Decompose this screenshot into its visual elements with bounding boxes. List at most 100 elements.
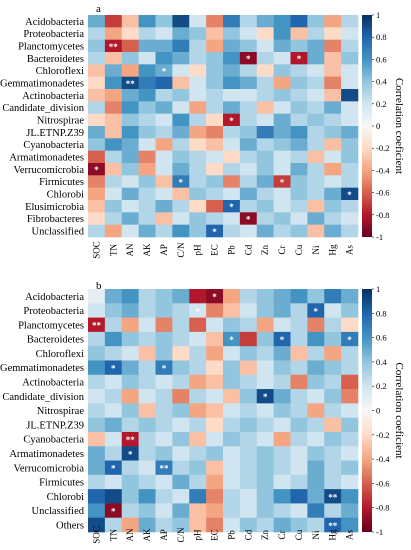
- significance-marker: *: [314, 306, 319, 316]
- heatmap-a-col-labels: SOC TN AN AK AP C/N pH EC Pb Cd Zn Cr Cu Ni Hg As: [91, 241, 354, 259]
- heatmap-cell-others-ni: [307, 517, 325, 533]
- colorbar-tick-label: 0.4: [376, 77, 387, 87]
- col-label: Pb: [226, 530, 236, 540]
- heatmap-cell-unclassified-ap: [155, 503, 173, 518]
- heatmap-cell-cyanobacteria-as: [341, 431, 359, 447]
- heatmap-cell-verrucomicrobia-cd: [239, 163, 258, 176]
- col-label: Cd: [243, 529, 253, 540]
- heatmap-cell-planctomycetes-ak: [138, 317, 156, 333]
- heatmap-cell-firmicutes-cd: [239, 175, 258, 188]
- heatmap-cell-firmicutes-zn: [256, 175, 274, 188]
- heatmap-cell-bacteroidetes-c-n: [172, 331, 190, 347]
- heatmap-cell-elusimicrobia-c-n: [172, 200, 190, 213]
- heatmap-cell-nitrospirae-an: [121, 403, 139, 418]
- heatmap-cell-chloroflexi-ni: [307, 64, 325, 77]
- significance-marker: **: [126, 435, 136, 445]
- heatmap-cell-proteobacteria-as: [341, 303, 359, 318]
- colorbar-tick-label: 0.8: [376, 32, 387, 42]
- heatmap-cell-candidate-division-tn: [104, 101, 123, 114]
- heatmap-cell-jl-etnp-z39-zn: [256, 417, 274, 433]
- heatmap-cell-chlorobi-c-n: [172, 187, 190, 201]
- heatmap-a-cells: [88, 15, 359, 238]
- heatmap-cell-chloroflexi-pb: [223, 64, 241, 77]
- heatmap-cell-actinobacteria-ni: [307, 89, 325, 102]
- heatmap-cell-unclassified-cu: [290, 224, 308, 238]
- heatmap-cell-fibrobacteres-an: [121, 212, 139, 225]
- row-label: Bacteroidetes: [27, 335, 84, 346]
- heatmap-cell-proteobacteria-cd: [239, 303, 258, 318]
- heatmap-cell-candidate-division-ph: [189, 101, 207, 114]
- heatmap-cell-planctomycetes-as: [341, 317, 359, 333]
- heatmap-cell-candidate-division-an: [121, 389, 139, 404]
- heatmap-cell-chlorobi-ap: [155, 489, 173, 504]
- col-label: C/N: [176, 242, 186, 258]
- heatmap-cell-candidate-division-ap: [155, 389, 173, 404]
- heatmap-cell-verrucomicrobia-hg: [324, 163, 342, 176]
- heatmap-cell-chlorobi-hg: [324, 489, 342, 504]
- heatmap-cell-unclassified-as: [341, 224, 359, 238]
- heatmap-cell-unclassified-c-n: [172, 224, 190, 238]
- heatmap-cell-verrucomicrobia-c-n: [172, 460, 190, 476]
- heatmap-b-cells: [88, 289, 359, 533]
- heatmap-cell-proteobacteria-cu: [290, 303, 308, 318]
- heatmap-cell-planctomycetes-tn: [104, 317, 123, 333]
- heatmap-cell-bacteroidetes-c-n: [172, 52, 190, 65]
- heatmap-cell-jl-etnp-z39-tn: [104, 417, 123, 433]
- heatmap-cell-gemmatimonadetes-cu: [290, 360, 308, 376]
- row-label: Proteobacteria: [23, 29, 84, 40]
- heatmap-cell-verrucomicrobia-cd: [239, 460, 258, 476]
- heatmap-cell-cyanobacteria-cd: [239, 431, 258, 447]
- heatmap-cell-proteobacteria-soc: [88, 27, 106, 40]
- col-label: Hg: [328, 244, 338, 255]
- row-label: Verrucomicrobia: [13, 165, 84, 176]
- heatmap-cell-jl-etnp-z39-cu: [290, 126, 308, 139]
- heatmap-cell-proteobacteria-c-n: [172, 303, 190, 318]
- heatmap-cell-chlorobi-tn: [104, 489, 123, 504]
- significance-marker: *: [212, 292, 217, 302]
- heatmap-cell-acidobacteria-ph: [189, 289, 207, 304]
- heatmap-cell-firmicutes-hg: [324, 474, 342, 490]
- heatmap-cell-proteobacteria-as: [341, 27, 359, 40]
- heatmap-cell-acidobacteria-pb: [223, 15, 241, 28]
- colorbar-tick-label: -0.8: [376, 210, 389, 220]
- heatmap-cell-armatimonadetes-hg: [324, 446, 342, 461]
- heatmap-cell-armatimonadetes-an: [121, 150, 139, 164]
- heatmap-cell-verrucomicrobia-zn: [256, 460, 274, 476]
- col-label: Cr: [277, 530, 287, 539]
- col-label: Hg: [328, 529, 338, 540]
- heatmap-cell-nitrospirae-tn: [104, 113, 123, 127]
- heatmap-cell-planctomycetes-hg: [324, 317, 342, 333]
- heatmap-cell-verrucomicrobia-ph: [189, 163, 207, 176]
- heatmap-cell-proteobacteria-soc: [88, 303, 106, 318]
- heatmap-cell-others-zn: [256, 517, 274, 533]
- heatmap-cell-unclassified-ph: [189, 503, 207, 518]
- heatmap-cell-actinobacteria-ak: [138, 89, 156, 102]
- heatmap-cell-unclassified-hg: [324, 224, 342, 238]
- heatmap-cell-bacteroidetes-hg: [324, 52, 342, 65]
- significance-marker: *: [297, 54, 302, 64]
- heatmap-cell-chlorobi-ak: [138, 187, 156, 201]
- significance-marker: *: [280, 335, 285, 345]
- heatmap-cell-acidobacteria-cu: [290, 289, 308, 304]
- colorbar-tick-label: -1: [376, 232, 383, 242]
- heatmap-cell-unclassified-c-n: [172, 503, 190, 518]
- heatmap-cell-candidate-division-c-n: [172, 101, 190, 114]
- heatmap-cell-candidate-division-as: [341, 101, 359, 114]
- heatmap-cell-proteobacteria-zn: [256, 27, 274, 40]
- heatmap-cell-candidate-division-c-n: [172, 389, 190, 404]
- col-label: AK: [142, 243, 152, 256]
- heatmap-cell-gemmatimonadetes-hg: [324, 360, 342, 376]
- heatmap-cell-jl-etnp-z39-cd: [239, 126, 258, 139]
- heatmap-cell-unclassified-pb: [223, 503, 241, 518]
- heatmap-cell-unclassified-ni: [307, 503, 325, 518]
- heatmap-cell-jl-etnp-z39-tn: [104, 126, 123, 139]
- heatmap-cell-planctomycetes-c-n: [172, 39, 190, 53]
- heatmap-cell-acidobacteria-zn: [256, 289, 274, 304]
- row-label: Armatimonadetes: [9, 152, 84, 163]
- heatmap-cell-cyanobacteria-ak: [138, 431, 156, 447]
- heatmap-cell-chlorobi-ni: [307, 187, 325, 201]
- heatmap-cell-cyanobacteria-hg: [324, 138, 342, 151]
- heatmap-cell-verrucomicrobia-an: [121, 460, 139, 476]
- heatmap-cell-candidate-division-cd: [239, 101, 258, 114]
- heatmap-cell-chloroflexi-as: [341, 346, 359, 361]
